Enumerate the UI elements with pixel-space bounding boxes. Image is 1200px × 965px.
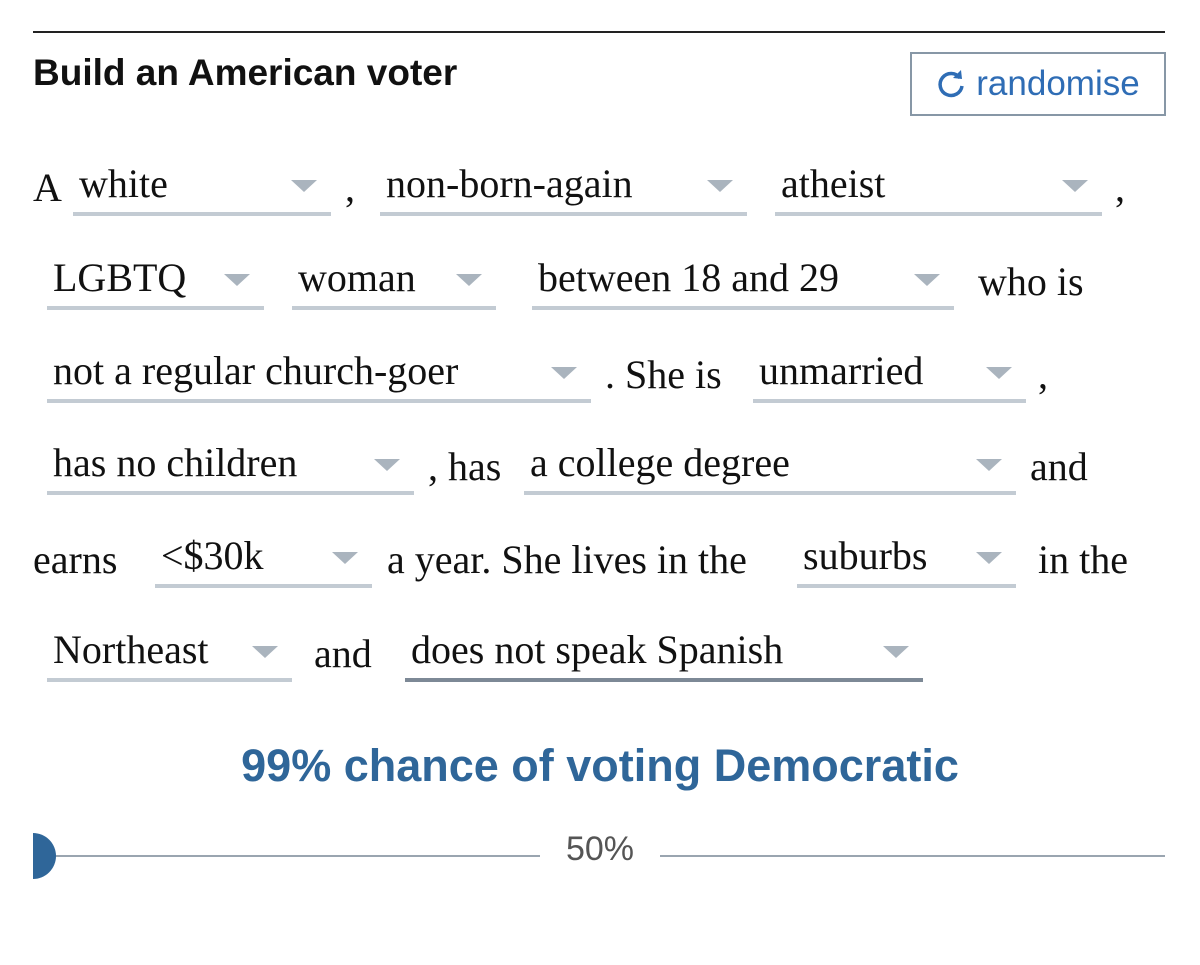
dropdown-caret xyxy=(986,367,1012,379)
dropdown[interactable]: has no children xyxy=(47,439,414,495)
dropdown-value: LGBTQ xyxy=(53,255,187,300)
sentence-text: , has xyxy=(428,444,502,489)
dropdown-value: not a regular church-goer xyxy=(53,348,459,393)
sentence-text: who is xyxy=(978,259,1084,304)
dropdown-caret xyxy=(976,552,1002,564)
dropdown-caret xyxy=(976,459,1002,471)
dropdown-caret xyxy=(332,552,358,564)
dropdown-value: unmarried xyxy=(759,348,924,393)
dropdown[interactable]: suburbs xyxy=(797,532,1016,588)
sentence-text: earns xyxy=(33,537,118,582)
sentence-text: and xyxy=(314,631,372,676)
dropdown-caret xyxy=(1062,180,1088,192)
dropdown-value: non-born-again xyxy=(386,161,633,206)
dropdown-caret xyxy=(224,274,250,286)
dropdown-value: <$30k xyxy=(161,533,264,578)
result: 99% chance of voting Democratic xyxy=(241,740,959,791)
sentence-text: , xyxy=(345,165,355,210)
scale-label: 50% xyxy=(540,830,660,869)
dropdown-caret xyxy=(291,180,317,192)
dropdown-value: white xyxy=(79,161,168,206)
dropdown[interactable]: atheist xyxy=(775,160,1102,216)
dropdown-caret xyxy=(252,646,278,658)
dropdown-value: woman xyxy=(298,255,416,300)
sentence-text: , xyxy=(1115,165,1125,210)
dropdown-caret xyxy=(914,274,940,286)
randomise-button[interactable]: randomise xyxy=(910,52,1166,116)
dropdown[interactable]: not a regular church-goer xyxy=(47,347,591,403)
dropdown-value: atheist xyxy=(781,161,886,206)
dropdown-caret xyxy=(551,367,577,379)
dropdown[interactable]: unmarried xyxy=(753,347,1026,403)
dropdown-caret xyxy=(456,274,482,286)
sentence-text: and xyxy=(1030,444,1088,489)
dropdown[interactable]: does not speak Spanish xyxy=(405,626,923,682)
refresh-icon xyxy=(938,70,965,98)
sentence-text: a year. She lives in the xyxy=(387,537,747,582)
dropdown-value: suburbs xyxy=(803,533,928,578)
dropdown[interactable]: non-born-again xyxy=(380,160,747,216)
dropdown[interactable]: LGBTQ xyxy=(47,254,264,310)
dropdown[interactable]: a college degree xyxy=(524,439,1016,495)
dropdown-value: does not speak Spanish xyxy=(411,627,784,672)
dropdown-caret xyxy=(707,180,733,192)
dropdown[interactable]: Northeast xyxy=(47,626,292,682)
button-label: randomise xyxy=(976,64,1140,103)
dropdown-value: has no children xyxy=(53,440,298,485)
sentence-text: . She is xyxy=(605,352,722,397)
sentence-text: A xyxy=(33,165,62,210)
top-rule xyxy=(33,31,1165,33)
dropdown[interactable]: white xyxy=(73,160,331,216)
dropdown-value: between 18 and 29 xyxy=(538,255,840,300)
dropdown[interactable]: <$30k xyxy=(155,532,372,588)
slider-handle[interactable] xyxy=(12,833,72,879)
dropdown[interactable]: between 18 and 29 xyxy=(532,254,954,310)
sentence-text: , xyxy=(1038,352,1048,397)
dropdown[interactable]: woman xyxy=(292,254,496,310)
dropdown-value: Northeast xyxy=(53,627,209,672)
title: Build an American voter xyxy=(33,52,458,93)
dropdown-value: a college degree xyxy=(530,440,790,485)
dropdown-caret xyxy=(374,459,400,471)
dropdown-caret xyxy=(883,646,909,658)
sentence-text: in the xyxy=(1038,537,1128,582)
